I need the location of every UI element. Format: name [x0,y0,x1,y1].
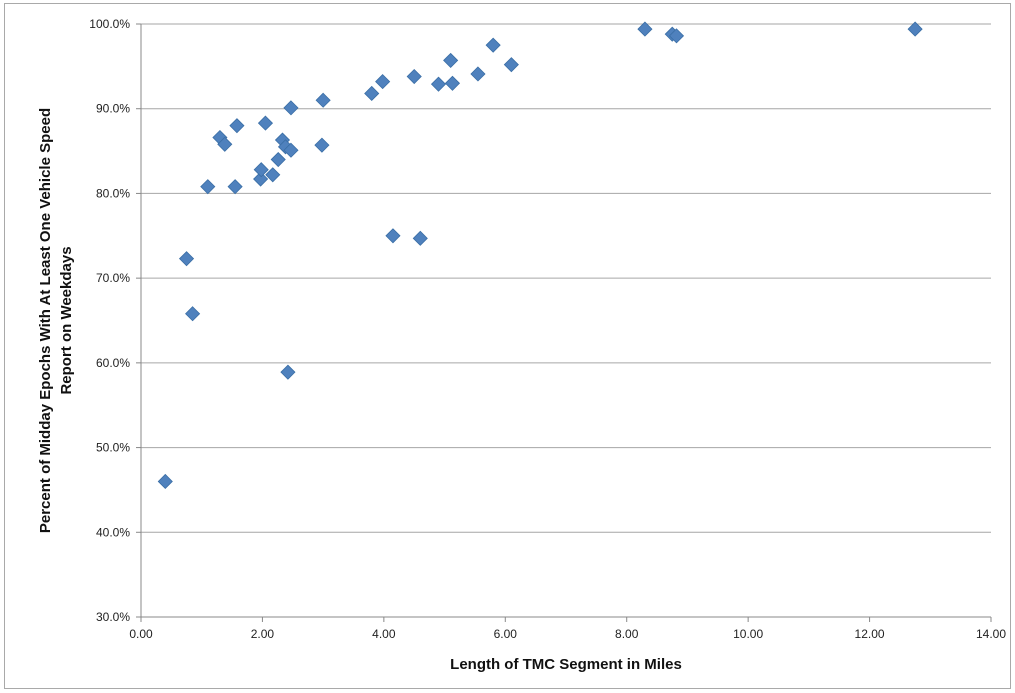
y-tick-label: 100.0% [89,17,130,31]
data-point [430,76,447,92]
x-tick-label: 10.00 [733,627,763,641]
y-tick-label: 60.0% [96,356,130,370]
data-point [470,66,486,82]
data-point [265,167,281,183]
x-tick-label: 4.00 [372,627,396,641]
y-tick-label: 90.0% [96,102,130,116]
data-point [668,28,685,44]
x-tick-label: 2.00 [251,627,275,641]
y-tick-label: 70.0% [96,271,130,285]
data-point [280,364,296,380]
data-point [217,136,233,152]
data-point [485,37,501,53]
data-point [444,75,461,91]
data-point [503,57,519,73]
y-tick-label: 50.0% [96,441,130,455]
x-axis-title: Length of TMC Segment in Miles [450,656,682,673]
data-point [270,151,286,168]
data-point [283,100,299,116]
data-point [185,306,201,322]
y-axis-ticks: 30.0% 40.0% 50.0% 60.0% 70.0% 80.0% 90.0% 100.0… [89,17,141,624]
data-point [315,92,331,108]
y-tick-label: 80.0% [96,186,130,200]
x-axis-ticks: 0.00 2.00 4.00 6.00 8.00 10.00 12.00 14.00 [129,617,1006,641]
data-point [229,118,245,134]
chart-frame [4,3,1011,689]
y-tick-label: 30.0% [96,610,130,624]
x-tick-label: 8.00 [615,627,639,641]
data-point [257,115,274,131]
data-point [637,21,653,37]
data-point [227,179,243,195]
data-point [406,68,422,85]
data-point [412,230,428,246]
data-point [364,85,380,102]
data-point [385,228,401,244]
data-point [314,137,330,153]
data-point [443,52,459,68]
grid-lines [141,23,991,533]
data-point [253,171,269,187]
data-point [200,179,216,195]
data-points [157,21,923,490]
x-tick-label: 6.00 [494,627,518,641]
data-point [283,142,299,158]
data-point [157,473,173,490]
y-axis-title-line-2: Report on Weekdays [58,246,75,394]
x-tick-label: 12.00 [855,627,885,641]
y-axis-title-line-1: Percent of Midday Epochs With At Least O… [37,108,54,533]
data-point [178,251,195,267]
x-tick-label: 0.00 [129,627,153,641]
data-point [907,21,923,37]
data-point [375,74,391,90]
y-tick-label: 40.0% [96,525,130,539]
y-axis-title: Percent of Midday Epochs With At Least O… [37,108,75,533]
x-tick-label: 14.00 [976,627,1006,641]
data-point [253,162,269,178]
